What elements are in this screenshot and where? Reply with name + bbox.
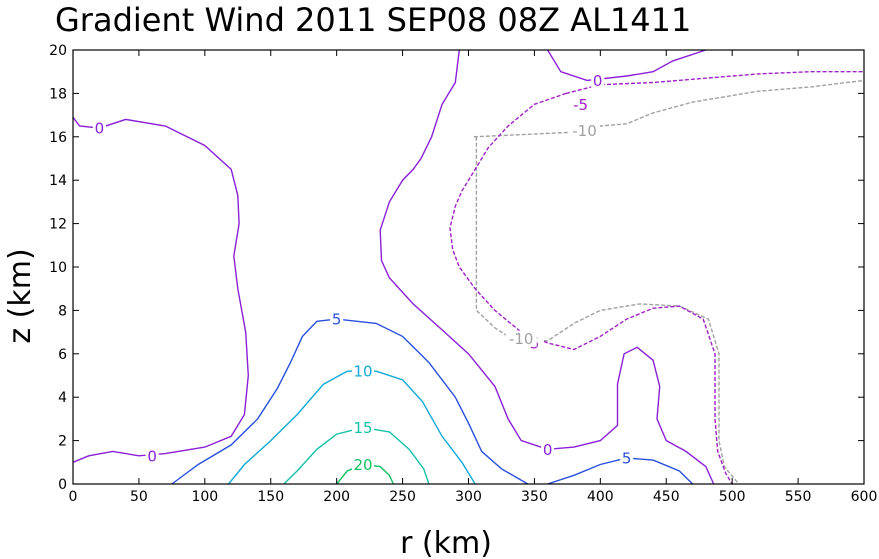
y-tick-label: 2	[58, 434, 67, 450]
contour-line-level-5	[171, 318, 529, 485]
contour-line-level-0	[379, 49, 715, 485]
contour-label-bg	[591, 72, 605, 89]
y-tick-label: 10	[49, 260, 67, 276]
chart-title: Gradient Wind 2011 SEP08 08Z AL1411	[55, 1, 691, 39]
y-tick-label: 6	[58, 347, 67, 363]
contour-line-level-0	[72, 116, 250, 463]
contour-line-level--5	[565, 71, 864, 95]
contour-label: -10	[572, 122, 597, 140]
contour-label: -10	[509, 330, 534, 348]
x-tick-label: 400	[587, 489, 614, 505]
x-axis-ticks: 0 50 100 150 200 250 300 350 400 450 500 550 600	[69, 50, 878, 505]
y-tick-label: 16	[49, 130, 67, 146]
contour-line-level-10	[228, 370, 476, 485]
contour-label: 0	[95, 120, 105, 138]
contour-label: 0	[593, 72, 603, 90]
y-axis-title: z (km)	[3, 248, 38, 343]
contour-label-bg	[569, 96, 592, 113]
x-tick-label: 0	[69, 489, 78, 505]
x-tick-label: 150	[257, 489, 284, 505]
contour-line-level-5	[547, 457, 694, 485]
y-tick-label: 12	[49, 217, 67, 233]
x-tick-label: 50	[130, 489, 148, 505]
x-tick-label: 600	[851, 489, 878, 505]
x-tick-label: 200	[323, 489, 350, 505]
y-tick-label: 0	[58, 477, 67, 493]
x-tick-label: 500	[719, 489, 746, 505]
y-tick-label: 20	[49, 43, 67, 59]
contour-label: 15	[353, 419, 372, 437]
plot-frame	[72, 49, 865, 485]
contour-label-bg	[352, 419, 375, 436]
contour-label: 0	[147, 447, 157, 465]
y-tick-label: 4	[58, 390, 67, 406]
x-tick-label: 300	[455, 489, 482, 505]
contour-line-level--5	[449, 92, 733, 485]
y-axis-ticks: 0 2 4 6 8 10 12 14 16 18 20	[49, 43, 864, 493]
contour-label-bg	[145, 447, 159, 464]
contour-label-bg	[352, 363, 375, 380]
contour-label: 5	[622, 449, 632, 467]
contour-line-level--10	[473, 79, 865, 138]
contour-label-bg	[352, 456, 375, 473]
x-tick-label: 550	[785, 489, 812, 505]
y-tick-label: 8	[58, 303, 67, 319]
contour-label-bg	[330, 311, 344, 328]
contour-label-bg	[92, 120, 106, 137]
contour-label-bg	[875, 63, 879, 80]
x-tick-label: 350	[521, 489, 548, 505]
contour-label-bg	[620, 449, 634, 466]
contour-label-bg	[569, 122, 601, 139]
contour-label: 0	[543, 441, 553, 459]
x-axis-title: r (km)	[400, 526, 492, 559]
x-tick-label: 100	[191, 489, 218, 505]
contour-line-level--10	[475, 136, 740, 485]
contour-label-bg	[541, 441, 555, 458]
contour-line-level-0	[547, 49, 707, 82]
x-tick-label: 450	[653, 489, 680, 505]
contour-label: 20	[353, 456, 372, 474]
contour-lines	[72, 49, 865, 485]
y-tick-label: 18	[49, 86, 67, 102]
y-tick-label: 14	[49, 173, 67, 189]
contour-label: -5	[573, 96, 588, 114]
contour-label-bg	[505, 330, 537, 347]
x-tick-label: 250	[389, 489, 416, 505]
contour-label: 5	[332, 311, 342, 329]
contour-label: 10	[353, 363, 372, 381]
